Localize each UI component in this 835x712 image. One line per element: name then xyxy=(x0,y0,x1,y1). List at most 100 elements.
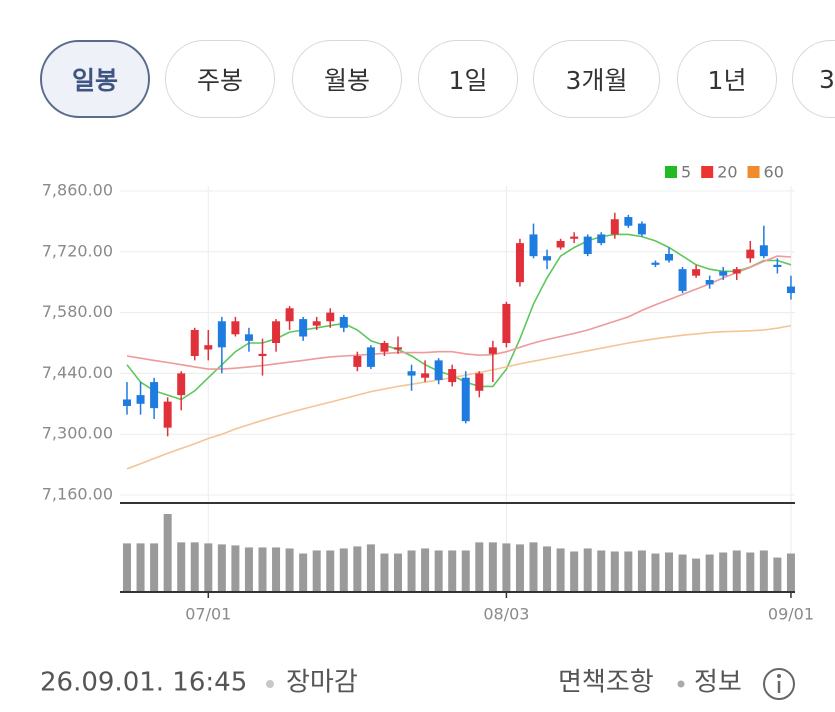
volume-bar xyxy=(380,553,389,591)
volume-bar xyxy=(204,543,213,591)
volume-bar xyxy=(665,552,673,591)
volume-bar xyxy=(448,550,457,591)
moving-average-line xyxy=(126,255,792,370)
period-tab[interactable]: 일봉 xyxy=(40,40,150,118)
x-tick-label: 08/03 xyxy=(483,605,529,624)
volume-bar xyxy=(543,546,552,591)
candle-body xyxy=(190,329,199,357)
volume-bar xyxy=(163,514,172,591)
legend-swatch xyxy=(701,166,714,178)
volume-bar xyxy=(759,550,768,591)
candle-body xyxy=(123,399,131,406)
volume-bar xyxy=(488,542,497,591)
candle-body xyxy=(502,303,511,343)
volume-bar xyxy=(177,542,186,591)
x-tick-label: 07/01 xyxy=(185,605,231,624)
footer: 26.09.01. 16:45 장마감 면책조항 정보 xyxy=(40,668,795,700)
separator xyxy=(266,680,274,688)
separator xyxy=(677,680,685,688)
candle-body xyxy=(177,373,186,396)
volume-bar xyxy=(597,550,606,591)
volume-bar xyxy=(339,548,348,591)
volume-bar xyxy=(692,558,701,591)
volume-bar xyxy=(515,544,524,591)
info-link[interactable]: 정보 xyxy=(694,668,742,698)
legend-swatch xyxy=(665,166,677,178)
volume-bar xyxy=(610,551,619,591)
candle-body xyxy=(624,217,633,226)
volume-bar xyxy=(190,542,199,591)
candle-body xyxy=(394,347,402,350)
candle-body xyxy=(732,269,741,274)
period-tab[interactable]: 1년 xyxy=(677,40,777,118)
candle-body xyxy=(543,256,552,261)
volume-bar xyxy=(475,542,484,591)
tab-bar: 일봉 주봉 월봉 1일 3개월 1년 3 xyxy=(0,40,835,122)
info-icon[interactable] xyxy=(763,668,795,700)
candle-body xyxy=(299,319,308,337)
candle-body xyxy=(407,371,416,376)
moving-average-line xyxy=(126,324,792,470)
x-tick-label: 09/01 xyxy=(768,605,814,624)
candle-body xyxy=(692,269,701,276)
candle-body xyxy=(231,321,240,335)
volume-bar xyxy=(326,550,335,591)
y-tick-label: 7,720.00 xyxy=(42,241,113,260)
volume-bar xyxy=(258,547,267,591)
candle-body xyxy=(705,280,714,285)
volume-bar xyxy=(624,551,633,591)
y-tick-label: 7,160.00 xyxy=(42,485,113,504)
candle-body xyxy=(339,316,348,328)
candle-body xyxy=(610,219,619,235)
volume-bar xyxy=(637,550,646,591)
volume-bar xyxy=(407,550,416,591)
volume-bar xyxy=(719,552,728,591)
candle-body xyxy=(556,240,565,248)
disclaimer-link[interactable]: 면책조항 xyxy=(558,668,654,698)
candle-body xyxy=(570,236,579,239)
period-tab[interactable]: 월봉 xyxy=(292,40,402,118)
candle-body xyxy=(759,245,768,257)
candle-body xyxy=(583,236,592,254)
market-status: 장마감 xyxy=(286,668,358,698)
volume-bar xyxy=(136,543,145,591)
volume-bar xyxy=(353,546,362,591)
candle-body xyxy=(475,373,484,391)
candle-body xyxy=(746,249,755,259)
volume-bar xyxy=(705,554,714,591)
volume-bar xyxy=(217,544,226,591)
candle-body xyxy=(163,401,172,428)
candle-body xyxy=(515,243,524,283)
period-tab[interactable]: 주봉 xyxy=(165,40,275,118)
volume-bar xyxy=(434,550,443,591)
volume-bar xyxy=(773,557,782,591)
candle-body xyxy=(421,373,430,378)
volume-bar xyxy=(394,553,402,591)
candle-body xyxy=(272,321,281,343)
volume-bar xyxy=(312,550,321,591)
candle-body xyxy=(665,253,673,261)
period-tab[interactable]: 1일 xyxy=(418,40,518,118)
volume-bar xyxy=(244,547,253,591)
volume-bar xyxy=(285,548,294,591)
y-tick-label: 7,860.00 xyxy=(42,181,113,200)
candle-body xyxy=(150,382,159,409)
candle-body xyxy=(786,286,795,294)
candle-body xyxy=(529,234,538,257)
y-tick-label: 7,300.00 xyxy=(42,424,113,443)
volume-bar xyxy=(678,554,687,591)
volume-bar xyxy=(272,547,281,591)
moving-average-line xyxy=(126,233,792,401)
candle-body xyxy=(326,312,335,322)
volume-bar xyxy=(556,548,565,591)
candle-body xyxy=(217,321,226,348)
period-tab[interactable]: 3개월 xyxy=(533,40,660,118)
candle-body xyxy=(244,334,253,341)
candle-body xyxy=(773,264,782,267)
legend-label: 20 xyxy=(717,163,737,182)
candle-body xyxy=(461,377,470,422)
candle-body xyxy=(719,271,728,276)
volume-bar xyxy=(123,543,131,591)
volume-bar xyxy=(150,543,159,591)
